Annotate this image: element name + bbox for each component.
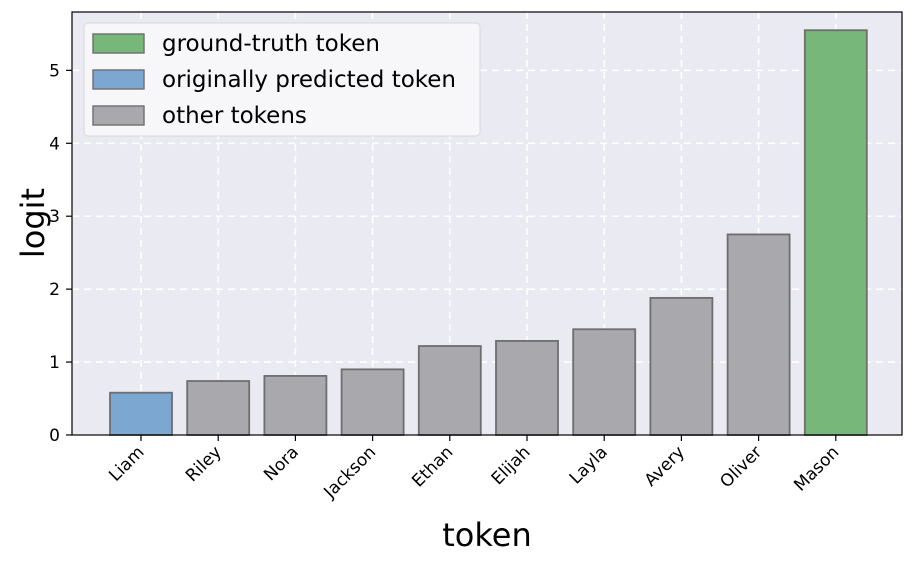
x-axis-label: token	[442, 516, 531, 554]
x-tick-label: Ethan	[408, 442, 457, 491]
bars	[109, 29, 868, 436]
bar-elijah	[495, 340, 559, 436]
legend-label-other: other tokens	[162, 103, 307, 129]
x-tick-label: Riley	[182, 442, 226, 486]
x-tick-label: Layla	[566, 442, 612, 488]
x-tick-label: Jackson	[320, 442, 381, 503]
plot-frame	[71, 11, 903, 436]
bar-riley	[186, 380, 251, 436]
bar-avery	[649, 296, 714, 436]
y-tick-label: 4	[49, 134, 60, 154]
legend-box	[83, 22, 481, 137]
legend-label-predicted: originally predicted token	[162, 67, 456, 93]
x-tick-label: Liam	[105, 442, 148, 485]
bar-oliver	[726, 233, 791, 436]
x-axis-ticks: Liam Riley Nora Jackson Ethan Elijah Layla Aver…	[105, 435, 843, 503]
y-tick-label: 1	[49, 353, 60, 373]
bar-ethan	[417, 345, 482, 436]
bar-layla	[572, 328, 637, 436]
y-tick-label: 5	[49, 61, 60, 81]
legend-swatch-other	[92, 105, 145, 126]
y-tick-label: 0	[49, 426, 60, 446]
y-axis-ticks: 0 1 2 3 4 5	[49, 61, 72, 446]
x-tick-label: Nora	[260, 442, 303, 485]
x-tick-label: Elijah	[488, 442, 535, 489]
legend-swatch-truth	[92, 33, 145, 54]
y-axis-label: logit	[14, 188, 52, 258]
bar-jackson	[340, 368, 405, 436]
x-tick-label: Avery	[641, 442, 689, 490]
bar-mason	[803, 29, 868, 436]
y-tick-label: 3	[49, 207, 60, 227]
legend: ground-truth token originally predicted t…	[83, 22, 481, 137]
x-tick-label: Mason	[790, 442, 843, 495]
x-tick-label: Oliver	[716, 442, 766, 492]
bar-liam	[109, 391, 173, 436]
bar-nora	[263, 375, 328, 436]
legend-label-truth: ground-truth token	[162, 31, 380, 57]
y-tick-label: 2	[49, 280, 60, 300]
legend-swatch-predicted	[92, 69, 145, 90]
